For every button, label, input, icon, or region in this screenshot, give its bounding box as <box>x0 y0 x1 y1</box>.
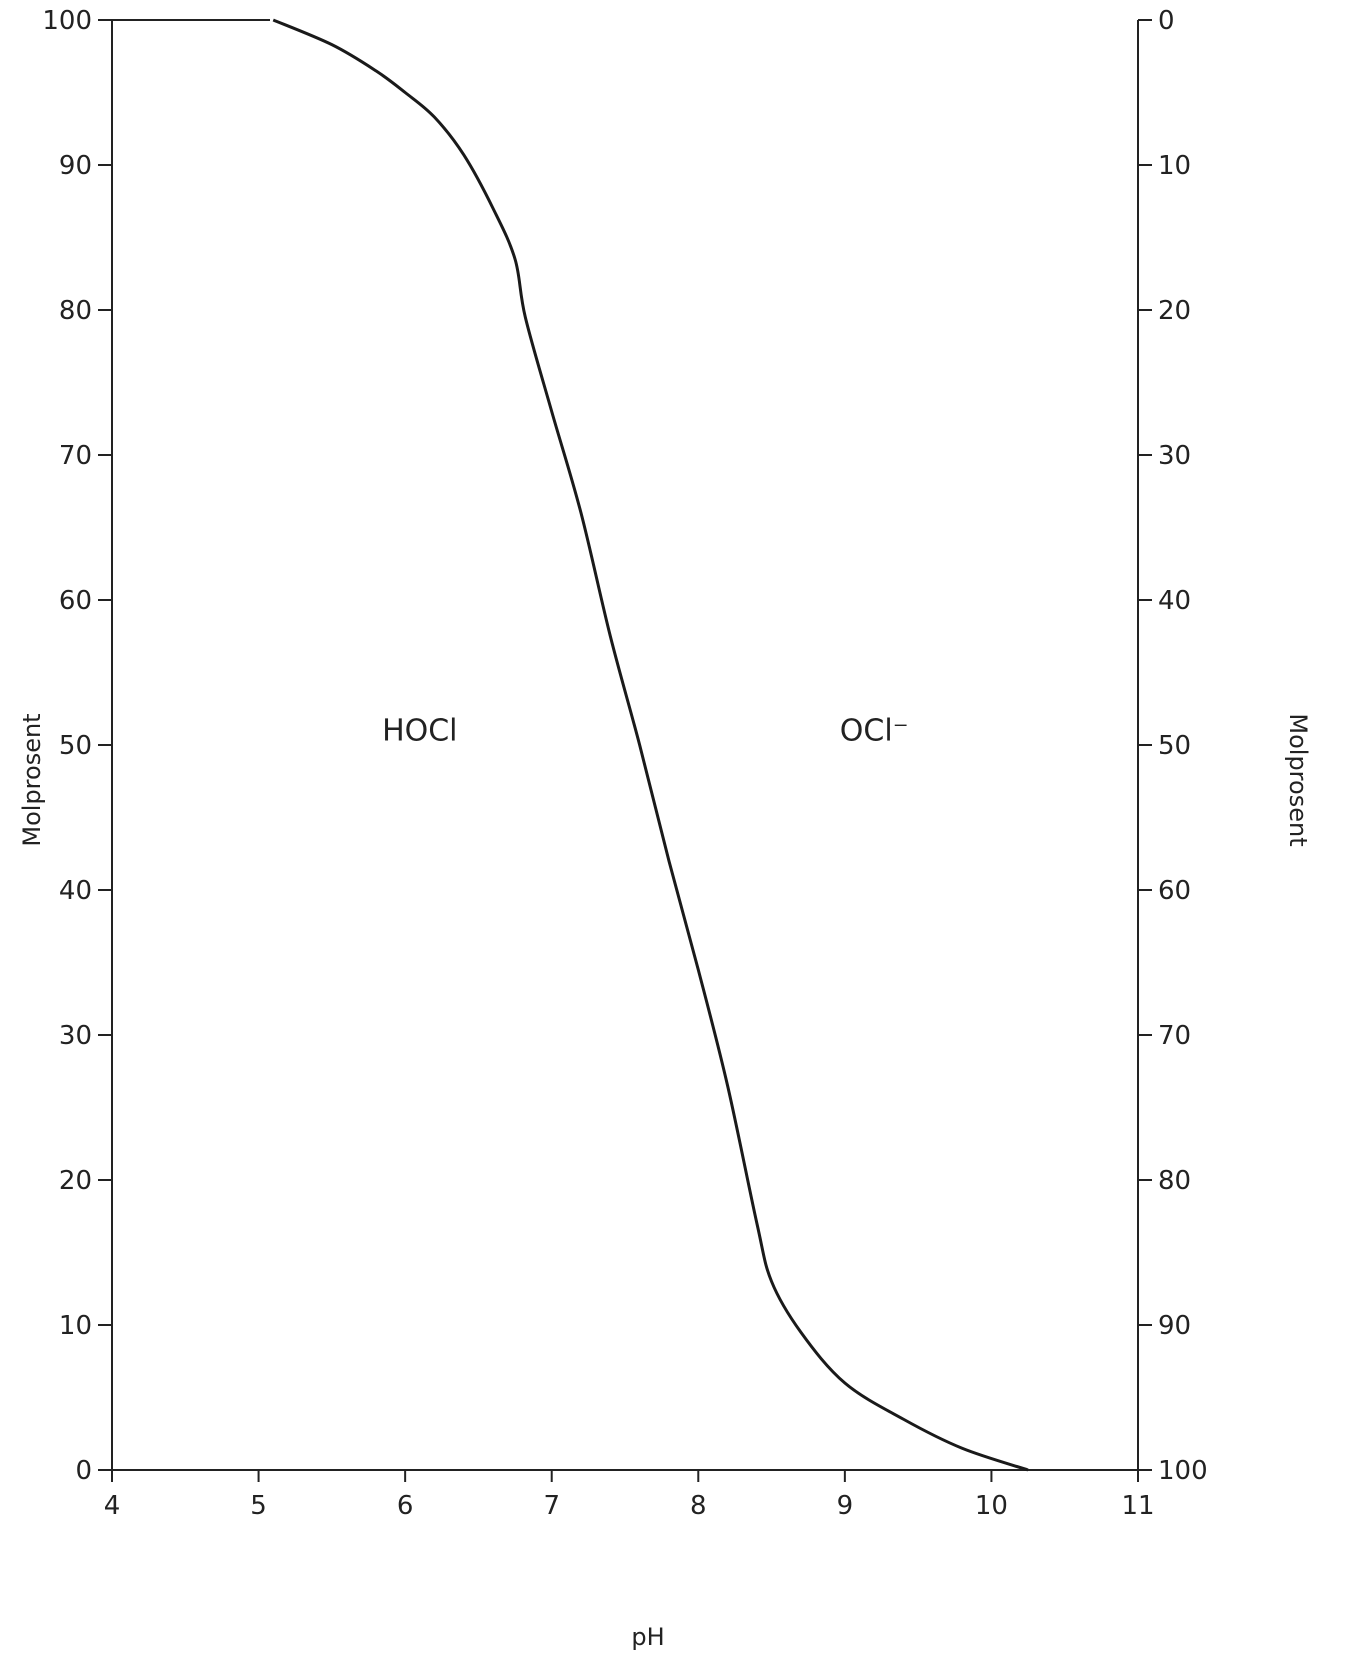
right-y-tick-label: 0 <box>1158 6 1175 36</box>
left-y-tick-label: 30 <box>59 1021 92 1051</box>
series-line <box>272 18 1029 1472</box>
plot-frame <box>111 19 1139 1471</box>
x-tick-label: 9 <box>837 1491 854 1521</box>
right-y-tick-label: 40 <box>1158 586 1191 616</box>
ocl-region-label: OCl⁻ <box>840 714 909 749</box>
right-y-tick-label: 10 <box>1158 151 1191 181</box>
left-y-tick-label: 0 <box>75 1456 92 1486</box>
series-group <box>272 18 1029 1472</box>
x-tick-label: 7 <box>543 1491 560 1521</box>
left-y-axis-title: Molprosent <box>18 713 46 846</box>
right-y-tick-label: 20 <box>1158 296 1191 326</box>
x-axis-ticks: 4 5 6 7 8 9 10 11 <box>104 1470 1155 1521</box>
hocl-region-label: HOCl <box>382 714 457 749</box>
left-y-tick-label: 60 <box>59 586 92 616</box>
x-tick-label: 8 <box>690 1491 707 1521</box>
left-y-tick-label: 20 <box>59 1166 92 1196</box>
left-y-tick-label: 40 <box>59 876 92 906</box>
left-y-tick-label: 10 <box>59 1311 92 1341</box>
x-tick-label: 6 <box>397 1491 414 1521</box>
left-y-tick-label: 100 <box>42 6 92 36</box>
x-axis-title: pH <box>631 1623 664 1651</box>
left-y-tick-label: 80 <box>59 296 92 326</box>
right-y-tick-label: 100 <box>1158 1456 1208 1486</box>
left-y-tick-label: 70 <box>59 441 92 471</box>
right-y-tick-label: 90 <box>1158 1311 1191 1341</box>
right-y-tick-label: 60 <box>1158 876 1191 906</box>
right-y-tick-label: 30 <box>1158 441 1191 471</box>
x-tick-label: 4 <box>104 1491 121 1521</box>
annotations: HOCl OCl⁻ <box>382 714 908 749</box>
left-y-tick-label: 50 <box>59 731 92 761</box>
right-y-axis-title: Molprosent <box>1284 713 1312 846</box>
left-y-axis-ticks: 0 10 20 30 40 50 60 70 80 90 100 <box>42 6 112 1486</box>
right-y-tick-label: 50 <box>1158 731 1191 761</box>
x-tick-label: 10 <box>975 1491 1008 1521</box>
right-y-tick-label: 80 <box>1158 1166 1191 1196</box>
left-y-tick-label: 90 <box>59 151 92 181</box>
x-tick-label: 11 <box>1121 1491 1154 1521</box>
x-tick-label: 5 <box>250 1491 267 1521</box>
right-y-tick-label: 70 <box>1158 1021 1191 1051</box>
